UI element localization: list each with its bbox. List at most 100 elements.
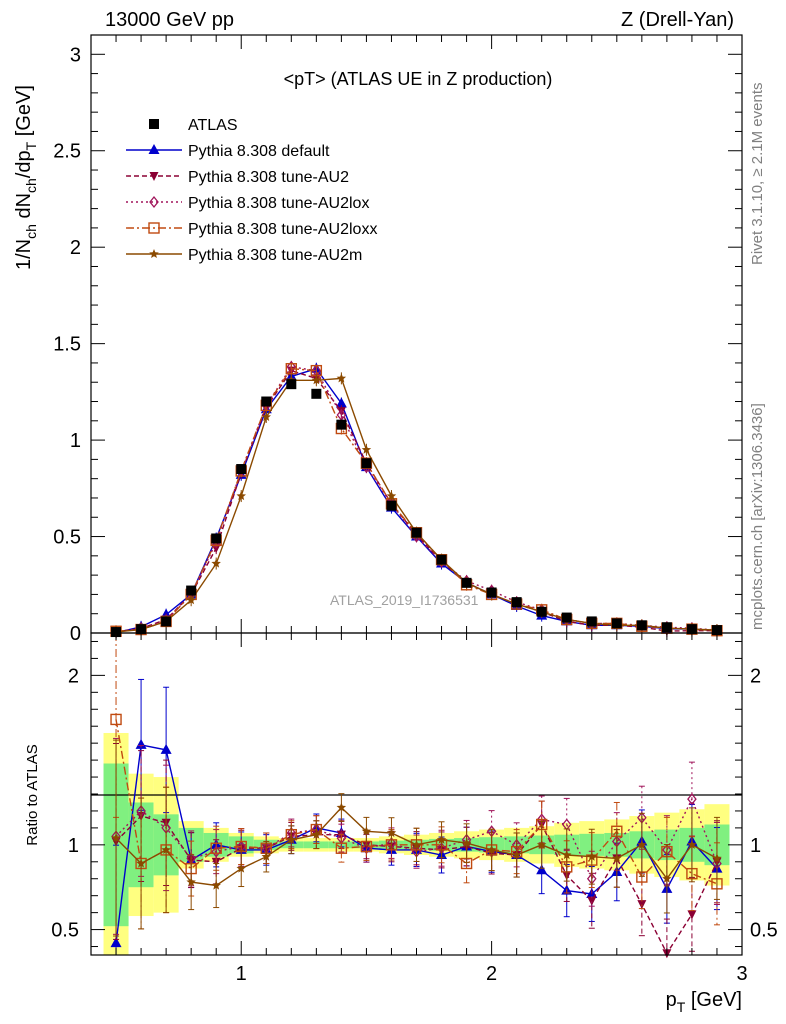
- point-atlas: [236, 464, 247, 475]
- point-atlas: [711, 625, 722, 636]
- point-atlas: [361, 458, 372, 469]
- point-atlas: [386, 500, 397, 511]
- main-title: <pT> (ATLAS UE in Z production): [284, 69, 553, 89]
- point-atlas: [261, 396, 272, 407]
- point-atlas: [486, 587, 497, 598]
- xlabel: pT [GeV]: [666, 989, 742, 1015]
- legend-marker-au2m: [149, 249, 159, 258]
- ratio-ytick-label-right: 1: [750, 835, 761, 857]
- ratio-panel: 0.5 0.5 1 1 2 2 1 2 3 Ratio to ATLAS pT [GeV]: [24, 632, 778, 1015]
- point-atlas: [461, 577, 472, 588]
- legend-item-au2: Pythia 8.308 tune-AU2: [126, 169, 349, 186]
- ratio-point-au2loxx: [210, 842, 222, 854]
- ratio-xtick-label: 2: [486, 963, 497, 985]
- point-default: [335, 397, 347, 408]
- point-atlas: [536, 606, 547, 617]
- legend-label-default: Pythia 8.308 default: [188, 143, 330, 160]
- legend-item-au2m: Pythia 8.308 tune-AU2m: [126, 247, 362, 264]
- ratio-line-au2lox: [115, 797, 718, 881]
- ratio-frame: [90, 632, 743, 956]
- ratio-point-au2m: [361, 826, 372, 836]
- point-atlas: [186, 585, 197, 596]
- ratio-point-default: [536, 864, 548, 875]
- main-ytick-label: 0: [70, 623, 81, 645]
- point-atlas: [336, 419, 347, 430]
- point-atlas: [286, 379, 297, 390]
- ratio-ytick-label: 0.5: [51, 920, 79, 942]
- main-ytick-label: 2.5: [53, 141, 81, 163]
- legend-marker-default: [148, 144, 160, 154]
- legend-marker-atlas: [149, 119, 159, 129]
- point-au2loxx: [285, 363, 298, 375]
- point-atlas: [161, 616, 172, 627]
- ratio-point-au2m: [311, 829, 322, 839]
- legend-label-au2m: Pythia 8.308 tune-AU2m: [188, 247, 362, 264]
- ratio-point-au2m: [461, 838, 472, 848]
- legend-label-atlas: ATLAS: [188, 117, 238, 134]
- point-au2m: [186, 595, 196, 605]
- mcplots-label: mcplots.cern.ch [arXiv:1306.3436]: [749, 403, 766, 630]
- point-atlas: [436, 554, 447, 565]
- point-au2m: [336, 373, 347, 383]
- ratio-point-au2: [587, 896, 597, 906]
- legend-marker-au2loxx: [148, 222, 160, 234]
- ratio-point-au2m: [562, 850, 572, 860]
- ratio-point-au2loxx: [110, 713, 122, 726]
- main-panel: 0 0.5 1 1.5 2 2.5 3 <pT> (ATLAS UE in Z produc…: [13, 34, 743, 645]
- ratio-point-au2m: [712, 853, 722, 863]
- ratio-xtick-label: 3: [736, 963, 747, 985]
- ratio-xtick-label: 1: [236, 963, 247, 985]
- legend-label-au2: Pythia 8.308 tune-AU2: [188, 169, 349, 186]
- ratio-point-au2m: [662, 873, 672, 883]
- legend-item-atlas: ATLAS: [149, 117, 238, 134]
- ratio-ytick-label: 2: [68, 665, 79, 687]
- point-au2m: [311, 375, 322, 385]
- point-atlas: [611, 618, 622, 629]
- ratio-point-au2m: [612, 853, 622, 863]
- legend-marker-au2: [149, 172, 159, 181]
- main-ylabel: 1/Nch dNch/dpT [GeV]: [13, 85, 39, 270]
- point-atlas: [586, 616, 597, 627]
- ratio-point-au2m: [587, 851, 597, 861]
- main-ytick-label: 2: [70, 237, 81, 259]
- ratio-point-au2m: [186, 877, 196, 887]
- ratio-point-au2m: [436, 834, 447, 844]
- ratio-point-au2lox: [687, 793, 697, 806]
- rivet-label: Rivet 3.1.10, ≥ 2.1M events: [749, 83, 766, 266]
- point-atlas: [211, 533, 222, 544]
- legend-marker-au2lox: [149, 195, 159, 209]
- series-atlas: [111, 379, 722, 638]
- header-right: Z (Drell-Yan): [621, 9, 734, 31]
- ratio-ylabel: Ratio to ATLAS: [24, 744, 41, 845]
- legend: ATLAS Pythia 8.308 default Pythia 8.308 tu…: [126, 117, 377, 264]
- main-ytick-label: 1: [70, 430, 81, 452]
- ratio-point-au2m: [111, 833, 121, 843]
- point-atlas: [111, 627, 122, 638]
- main-ytick-label: 0.5: [53, 527, 81, 549]
- ratio-point-default: [135, 738, 147, 749]
- ratio-point-au2: [687, 910, 697, 920]
- ratio-series-au2m: [111, 739, 722, 937]
- ratio-point-au2m: [536, 839, 547, 849]
- legend-label-au2lox: Pythia 8.308 tune-AU2lox: [188, 195, 369, 212]
- point-atlas: [136, 624, 147, 635]
- legend-item-au2lox: Pythia 8.308 tune-AU2lox: [126, 195, 369, 212]
- point-atlas: [311, 388, 322, 399]
- ratio-point-au2m: [411, 839, 422, 849]
- ratio-point-au2m: [687, 839, 697, 849]
- point-atlas: [686, 624, 697, 635]
- ratio-ytick-label-right: 2: [750, 665, 761, 687]
- ratio-ytick-label: 1: [68, 835, 79, 857]
- point-au2m: [386, 491, 397, 501]
- header-left: 13000 GeV pp: [105, 9, 234, 31]
- ratio-ytick-label-right: 0.5: [750, 920, 778, 942]
- ratio-point-au2m: [236, 863, 246, 873]
- ratio-point-au2m: [211, 880, 221, 890]
- ratio-point-au2m: [637, 839, 647, 849]
- point-atlas: [411, 527, 422, 538]
- point-au2m: [261, 411, 271, 421]
- ratio-point-au2loxx: [335, 842, 348, 854]
- main-ytick-label: 3: [70, 44, 81, 66]
- point-atlas: [561, 612, 572, 623]
